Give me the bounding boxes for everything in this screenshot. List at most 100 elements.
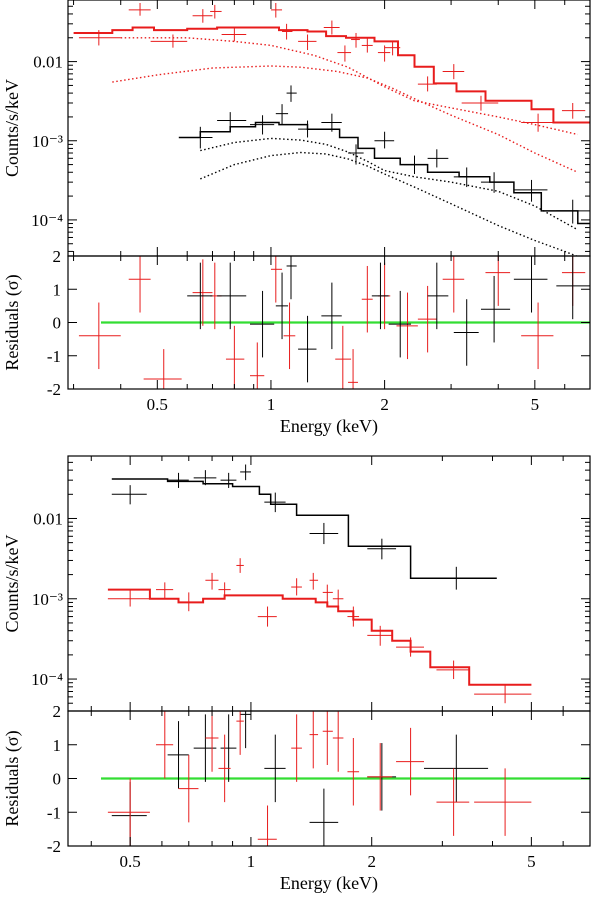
data-point-red — [436, 768, 470, 836]
data-point-red — [128, 2, 151, 16]
y-axis-label: Residuals (σ) — [2, 274, 23, 370]
model-component-black-0 — [200, 137, 579, 231]
data-point-red — [367, 743, 393, 811]
data-point-red — [236, 711, 244, 755]
y-tick-label: 10⁻³ — [32, 132, 63, 151]
data-point-red — [347, 606, 360, 627]
x-tick-label: 5 — [527, 852, 536, 871]
data-point-black — [240, 464, 251, 481]
data-point-red — [283, 302, 296, 370]
y-tick-label: 0 — [53, 770, 62, 789]
data-point-red — [417, 285, 437, 353]
data-point-red — [78, 30, 121, 46]
data-point-red — [156, 711, 174, 779]
panel-2-plot-area — [107, 464, 532, 704]
y-tick-label: 0.01 — [33, 509, 63, 528]
y-axis-label: Counts/s/keV — [2, 79, 22, 177]
data-point-red — [521, 302, 554, 370]
data-point-black — [556, 256, 590, 320]
x-tick-label: 0.5 — [147, 395, 168, 414]
data-point-red — [298, 34, 317, 51]
data-point-black — [424, 734, 489, 803]
data-point-red — [474, 768, 532, 836]
data-point-black — [298, 315, 317, 383]
data-point-red — [257, 805, 277, 846]
data-point-red — [436, 660, 470, 680]
data-point-red — [257, 606, 277, 627]
y-tick-label: 10⁻⁴ — [31, 211, 63, 230]
model-component-black-1 — [200, 151, 579, 256]
data-point-red — [291, 714, 302, 782]
x-axis-label: Energy (keV) — [280, 416, 378, 437]
y-axis-label: Counts/s/keV — [2, 534, 22, 632]
data-point-black — [427, 149, 449, 168]
data-point-black — [220, 472, 237, 488]
x-tick-label: 5 — [531, 395, 540, 414]
data-point-black — [388, 290, 412, 358]
y-tick-label: -1 — [47, 347, 61, 366]
data-point-black — [453, 167, 479, 188]
data-point-black — [424, 566, 489, 590]
data-point-red — [221, 27, 247, 42]
data-point-red — [485, 256, 511, 306]
data-point-black — [309, 522, 339, 545]
y-tick-label: 2 — [53, 247, 62, 266]
data-point-black — [427, 262, 449, 330]
model-line-black — [178, 121, 590, 225]
data-point-red — [309, 711, 319, 769]
x-axis-label: Energy (keV) — [280, 873, 378, 894]
data-point-red — [332, 589, 344, 607]
data-point-black — [480, 275, 511, 343]
model-line-red — [73, 26, 590, 124]
y-tick-label: -1 — [47, 803, 61, 822]
data-point-red — [249, 342, 265, 389]
data-point-red — [205, 711, 219, 772]
data-point-red — [348, 349, 358, 389]
data-point-red — [128, 256, 151, 313]
y-tick-label: 0 — [53, 314, 62, 333]
data-point-red — [107, 778, 150, 846]
data-point-black — [220, 714, 237, 782]
data-point-red — [351, 32, 360, 48]
data-point-red — [521, 113, 554, 132]
data-point-red — [367, 625, 393, 646]
data-point-black — [187, 126, 213, 149]
data-point-red — [396, 292, 418, 360]
panel-1-plot-area — [78, 256, 590, 389]
data-point-red — [361, 37, 373, 53]
data-point-black — [321, 282, 342, 350]
data-point-red — [396, 637, 425, 657]
x-tick-label: 1 — [267, 395, 276, 414]
y-tick-label: -2 — [47, 380, 61, 399]
data-point-black — [348, 144, 364, 165]
panel-0-plot-area — [73, 2, 590, 256]
data-point-black — [249, 115, 275, 135]
data-point-red — [107, 589, 150, 607]
data-point-black — [371, 262, 389, 330]
data-point-black — [513, 256, 548, 313]
data-point-red — [384, 41, 401, 56]
y-tick-label: 1 — [53, 280, 62, 299]
data-point-black — [513, 179, 548, 202]
data-point-red — [192, 9, 213, 23]
data-point-red — [442, 256, 465, 313]
data-point-black — [111, 781, 147, 846]
data-point-red — [332, 711, 344, 772]
model-component-red-1 — [120, 37, 578, 136]
data-point-black — [217, 112, 247, 130]
data-point-black — [298, 120, 317, 138]
data-point-red — [143, 349, 182, 389]
data-point-red — [335, 325, 352, 389]
data-point-black — [264, 492, 286, 513]
data-point-red — [474, 684, 532, 704]
data-point-red — [322, 711, 333, 765]
y-tick-label: 2 — [53, 702, 62, 721]
data-point-black — [249, 290, 275, 358]
data-point-red — [270, 256, 283, 303]
x-tick-label: 1 — [247, 852, 256, 871]
data-point-red — [270, 2, 283, 18]
data-point-red — [461, 95, 499, 111]
data-point-red — [236, 558, 244, 573]
data-point-red — [561, 102, 586, 119]
